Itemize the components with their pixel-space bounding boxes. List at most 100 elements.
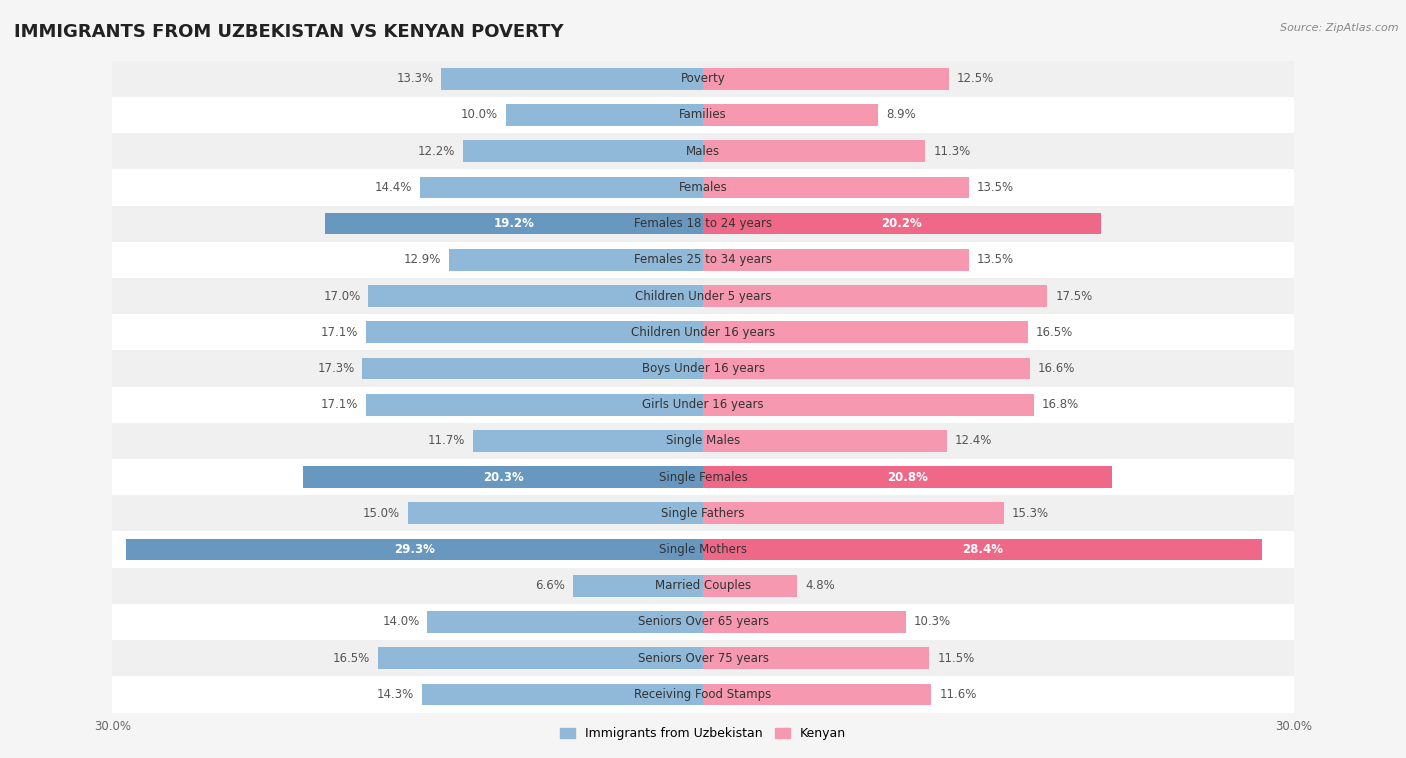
Text: Males: Males	[686, 145, 720, 158]
Text: Females: Females	[679, 181, 727, 194]
Text: 12.2%: 12.2%	[418, 145, 456, 158]
Text: 16.8%: 16.8%	[1042, 398, 1078, 411]
Text: Receiving Food Stamps: Receiving Food Stamps	[634, 688, 772, 701]
Bar	[112, 169, 1294, 205]
Bar	[112, 61, 1294, 97]
Bar	[112, 531, 1294, 568]
Bar	[112, 604, 1294, 640]
Bar	[112, 387, 1294, 423]
Bar	[112, 242, 1294, 278]
Text: 12.5%: 12.5%	[957, 72, 994, 85]
Text: IMMIGRANTS FROM UZBEKISTAN VS KENYAN POVERTY: IMMIGRANTS FROM UZBEKISTAN VS KENYAN POV…	[14, 23, 564, 41]
Text: 14.0%: 14.0%	[382, 615, 419, 628]
Bar	[427, 611, 703, 633]
Bar	[112, 314, 1294, 350]
Text: 8.9%: 8.9%	[886, 108, 915, 121]
Text: 29.3%: 29.3%	[394, 543, 434, 556]
Text: Source: ZipAtlas.com: Source: ZipAtlas.com	[1281, 23, 1399, 33]
Bar	[703, 249, 969, 271]
Bar	[112, 676, 1294, 713]
Bar	[703, 104, 879, 126]
Bar	[363, 358, 703, 379]
Bar	[378, 647, 703, 669]
Bar	[127, 539, 703, 560]
Bar	[703, 611, 905, 633]
Text: 11.7%: 11.7%	[427, 434, 465, 447]
Text: 28.4%: 28.4%	[962, 543, 1002, 556]
Bar	[703, 575, 797, 597]
Text: 14.4%: 14.4%	[374, 181, 412, 194]
Bar	[506, 104, 703, 126]
Legend: Immigrants from Uzbekistan, Kenyan: Immigrants from Uzbekistan, Kenyan	[555, 722, 851, 745]
Text: 11.6%: 11.6%	[939, 688, 977, 701]
Text: Single Mothers: Single Mothers	[659, 543, 747, 556]
Text: 17.1%: 17.1%	[321, 398, 359, 411]
Text: 15.0%: 15.0%	[363, 507, 399, 520]
Text: 11.3%: 11.3%	[934, 145, 970, 158]
Bar	[112, 568, 1294, 604]
Bar	[703, 430, 948, 452]
Text: 20.3%: 20.3%	[482, 471, 523, 484]
Text: Single Males: Single Males	[666, 434, 740, 447]
Bar	[449, 249, 703, 271]
Text: 16.5%: 16.5%	[1036, 326, 1073, 339]
Bar	[408, 503, 703, 525]
Bar	[703, 466, 1112, 488]
Bar	[112, 423, 1294, 459]
Bar	[703, 321, 1028, 343]
Bar	[112, 459, 1294, 495]
Text: 6.6%: 6.6%	[536, 579, 565, 592]
Text: Single Fathers: Single Fathers	[661, 507, 745, 520]
Text: Single Females: Single Females	[658, 471, 748, 484]
Text: Poverty: Poverty	[681, 72, 725, 85]
Bar	[325, 213, 703, 234]
Text: 17.0%: 17.0%	[323, 290, 360, 302]
Bar	[112, 495, 1294, 531]
Text: Children Under 5 years: Children Under 5 years	[634, 290, 772, 302]
Bar	[112, 640, 1294, 676]
Text: Girls Under 16 years: Girls Under 16 years	[643, 398, 763, 411]
Text: 17.3%: 17.3%	[318, 362, 354, 375]
Text: Children Under 16 years: Children Under 16 years	[631, 326, 775, 339]
Bar	[703, 647, 929, 669]
Bar	[419, 177, 703, 199]
Bar	[367, 394, 703, 415]
Text: 4.8%: 4.8%	[806, 579, 835, 592]
Text: 20.8%: 20.8%	[887, 471, 928, 484]
Bar	[112, 350, 1294, 387]
Bar	[574, 575, 703, 597]
Bar	[304, 466, 703, 488]
Text: 13.5%: 13.5%	[977, 253, 1014, 266]
Bar	[703, 140, 925, 162]
Bar	[367, 321, 703, 343]
Bar	[422, 684, 703, 705]
Text: 17.1%: 17.1%	[321, 326, 359, 339]
Bar	[703, 68, 949, 89]
Bar	[703, 285, 1047, 307]
Text: Seniors Over 75 years: Seniors Over 75 years	[637, 652, 769, 665]
Text: Seniors Over 65 years: Seniors Over 65 years	[637, 615, 769, 628]
Text: 17.5%: 17.5%	[1056, 290, 1092, 302]
Bar	[472, 430, 703, 452]
Text: Females 18 to 24 years: Females 18 to 24 years	[634, 217, 772, 230]
Text: 10.3%: 10.3%	[914, 615, 950, 628]
Bar	[703, 394, 1033, 415]
Bar	[703, 539, 1263, 560]
Bar	[112, 133, 1294, 169]
Bar	[703, 503, 1004, 525]
Text: 12.9%: 12.9%	[404, 253, 441, 266]
Bar	[112, 205, 1294, 242]
Text: 13.3%: 13.3%	[396, 72, 433, 85]
Bar	[703, 177, 969, 199]
Bar	[112, 278, 1294, 314]
Text: 19.2%: 19.2%	[494, 217, 534, 230]
Text: 11.5%: 11.5%	[938, 652, 974, 665]
Text: Boys Under 16 years: Boys Under 16 years	[641, 362, 765, 375]
Bar	[368, 285, 703, 307]
Text: Females 25 to 34 years: Females 25 to 34 years	[634, 253, 772, 266]
Text: 12.4%: 12.4%	[955, 434, 993, 447]
Bar	[703, 684, 931, 705]
Bar	[441, 68, 703, 89]
Text: 16.6%: 16.6%	[1038, 362, 1076, 375]
Text: Married Couples: Married Couples	[655, 579, 751, 592]
